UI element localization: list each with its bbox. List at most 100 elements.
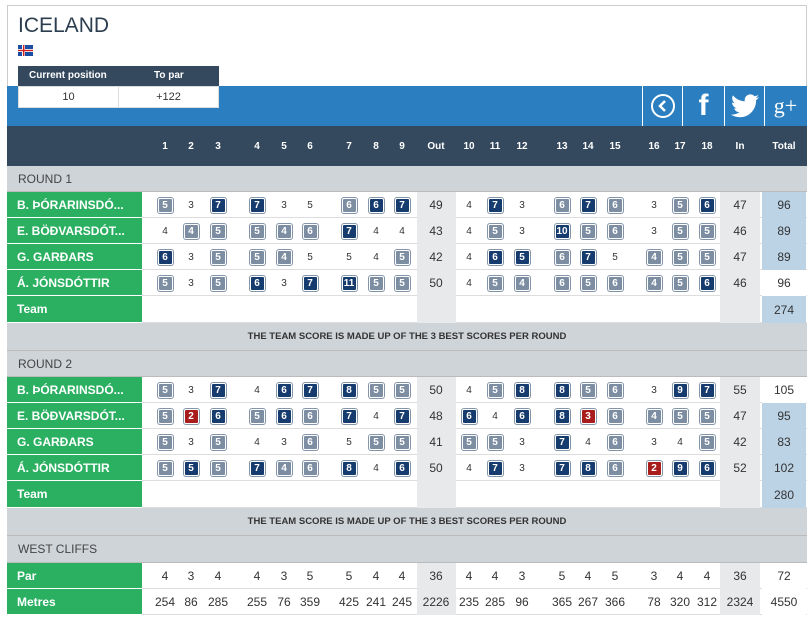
- score: 4: [466, 199, 472, 211]
- score: 6: [210, 408, 226, 424]
- course-value: 241: [365, 595, 387, 609]
- out-score: 50: [429, 276, 443, 290]
- score: 7: [554, 434, 570, 450]
- score: 5: [672, 408, 688, 424]
- score: 5: [210, 249, 226, 265]
- column-header: In: [735, 140, 745, 152]
- score: 6: [554, 249, 570, 265]
- column-header: 18: [701, 140, 713, 152]
- score: 5: [487, 434, 503, 450]
- score: 5: [210, 434, 226, 450]
- total-cell: 89: [762, 218, 806, 244]
- course-value: 4: [465, 569, 473, 583]
- total-cell: 274: [762, 296, 806, 323]
- score: 5: [672, 275, 688, 291]
- score: 5: [612, 251, 618, 263]
- score: 5: [368, 275, 384, 291]
- in-cell: [720, 429, 760, 455]
- score: 5: [699, 223, 715, 239]
- total-cell: 96: [762, 270, 806, 296]
- score: 5: [210, 275, 226, 291]
- position-value: 10: [18, 86, 119, 108]
- course-value: 4: [584, 569, 592, 583]
- score: 5: [368, 382, 384, 398]
- in-score: 46: [733, 224, 747, 238]
- to-par-label: To par: [154, 70, 184, 81]
- column-header: 1: [162, 140, 168, 152]
- score: 4: [276, 460, 292, 476]
- team-title: ICELAND: [18, 14, 110, 37]
- score: 10: [554, 223, 570, 239]
- facebook-button[interactable]: f: [682, 86, 724, 126]
- out-cell: [416, 244, 456, 270]
- total-cell: 280: [762, 481, 806, 508]
- score: 2: [183, 408, 199, 424]
- course-value: 96: [515, 595, 529, 609]
- course-value: 5: [558, 569, 566, 583]
- total-cell: 102: [762, 455, 806, 481]
- score: 6: [607, 223, 623, 239]
- score: 8: [554, 382, 570, 398]
- score: 3: [519, 225, 525, 237]
- row-label: G. GARÐARS: [7, 429, 142, 455]
- score: 2: [646, 460, 662, 476]
- score: 5: [157, 197, 173, 213]
- total-cell: 72: [762, 563, 806, 589]
- column-header: 5: [281, 140, 287, 152]
- score: 3: [651, 384, 657, 396]
- score: 6: [699, 460, 715, 476]
- out-cell: [416, 192, 456, 218]
- google-button[interactable]: g+: [764, 86, 806, 126]
- in-cell: [720, 296, 760, 323]
- out-cell: [416, 296, 456, 323]
- course-value: 4: [676, 569, 684, 583]
- score: 8: [580, 460, 596, 476]
- score: 6: [368, 197, 384, 213]
- score: 5: [368, 434, 384, 450]
- score: 7: [699, 382, 715, 398]
- row-label: E. BÖÐVARSDÓT...: [7, 403, 142, 429]
- score: 5: [346, 251, 352, 263]
- score: 4: [373, 251, 379, 263]
- in-score: 46: [733, 276, 747, 290]
- score: 5: [394, 382, 410, 398]
- out-cell: [416, 481, 456, 508]
- out-score: 50: [429, 461, 443, 475]
- course-value: 3: [518, 569, 526, 583]
- score: 4: [276, 249, 292, 265]
- score: 9: [672, 382, 688, 398]
- score: 3: [188, 436, 194, 448]
- course-value: 4: [161, 569, 169, 583]
- course-value: 5: [611, 569, 619, 583]
- score: 4: [646, 249, 662, 265]
- score: 5: [672, 223, 688, 239]
- score: 3: [281, 436, 287, 448]
- score: 5: [249, 408, 265, 424]
- score: 5: [514, 249, 530, 265]
- course-value: 425: [338, 595, 360, 609]
- out-cell: [416, 429, 456, 455]
- course-value: 320: [669, 595, 691, 609]
- score: 6: [514, 408, 530, 424]
- column-header: 15: [609, 140, 621, 152]
- out-score: 43: [429, 224, 443, 238]
- out-cell: [416, 218, 456, 244]
- twitter-button[interactable]: [724, 86, 764, 126]
- score: 6: [302, 408, 318, 424]
- flag: [18, 45, 33, 56]
- score: 4: [492, 410, 498, 422]
- score: 5: [210, 460, 226, 476]
- score: 4: [373, 410, 379, 422]
- row-label: Á. JÓNSDÓTTIR: [7, 270, 142, 296]
- score: 5: [249, 249, 265, 265]
- in-cell: [720, 218, 760, 244]
- score: 7: [580, 249, 596, 265]
- out-score: 48: [429, 409, 443, 423]
- course-value: 36: [733, 569, 747, 583]
- back-button[interactable]: [642, 86, 682, 126]
- in-score: 47: [733, 198, 747, 212]
- score: 4: [677, 436, 683, 448]
- score: 4: [646, 275, 662, 291]
- out-cell: [416, 563, 456, 589]
- score: 7: [580, 197, 596, 213]
